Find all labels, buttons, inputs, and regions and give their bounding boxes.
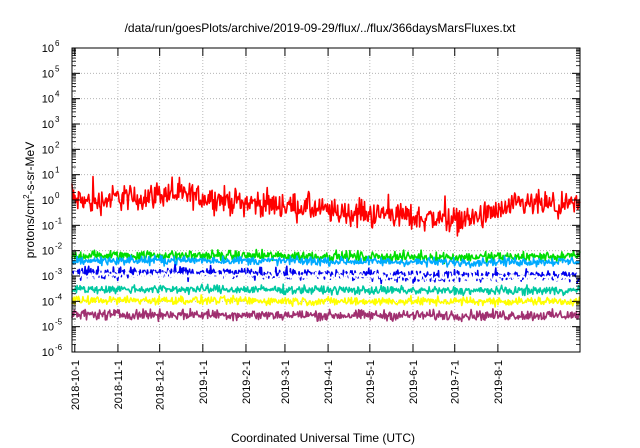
y-tick-exponent: 1 bbox=[55, 166, 60, 175]
y-tick-label: 10 bbox=[42, 195, 54, 207]
x-tick-label: 2019-8-1 bbox=[493, 360, 505, 404]
y-tick-label: 10 bbox=[42, 322, 54, 334]
y-tick-exponent: 0 bbox=[55, 191, 60, 200]
x-tick-label: 2019-4-1 bbox=[323, 360, 335, 404]
y-tick-label: 10 bbox=[42, 296, 54, 308]
y-tick-label: 10 bbox=[42, 220, 54, 232]
series-line bbox=[71, 294, 581, 308]
y-tick-exponent: -6 bbox=[55, 343, 63, 352]
y-tick-exponent: 5 bbox=[55, 64, 60, 73]
y-tick-label: 10 bbox=[42, 144, 54, 156]
y-tick-label: 10 bbox=[42, 271, 54, 283]
series-group bbox=[71, 175, 581, 323]
y-tick-exponent: -5 bbox=[55, 318, 63, 327]
y-tick-exponent: 2 bbox=[55, 140, 60, 149]
y-tick-exponent: -4 bbox=[55, 292, 63, 301]
series-line bbox=[71, 175, 581, 237]
y-axis-label: protons/cm2-s-sr-MeV bbox=[22, 142, 37, 258]
y-tick-label: 10 bbox=[42, 119, 54, 131]
y-tick-label: 10 bbox=[42, 170, 54, 182]
y-label-part: protons/cm bbox=[23, 199, 37, 258]
x-tick-label: 2019-7-1 bbox=[450, 360, 462, 404]
x-tick-label: 2018-12-1 bbox=[155, 360, 167, 410]
y-tick-exponent: -3 bbox=[55, 267, 63, 276]
series-line bbox=[71, 283, 581, 297]
series-line bbox=[71, 254, 581, 269]
x-tick-label: 2018-11-1 bbox=[113, 360, 125, 409]
x-tick-label: 2018-10-1 bbox=[70, 360, 82, 410]
y-label-sup: 2 bbox=[22, 194, 31, 199]
x-axis-label: Coordinated Universal Time (UTC) bbox=[231, 431, 415, 445]
chart-title: /data/run/goesPlots/archive/2019-09-29/f… bbox=[125, 21, 517, 35]
y-tick-exponent: -2 bbox=[55, 242, 63, 251]
x-tick-label: 2019-3-1 bbox=[280, 360, 292, 404]
x-axis-ticks: 2018-10-1 2018-11-1 2018-12-1 2019-1-1 2019-… bbox=[70, 48, 505, 410]
y-label-part: -s-sr-MeV bbox=[23, 142, 37, 195]
y-tick-exponent: 3 bbox=[55, 115, 60, 124]
y-tick-label: 10 bbox=[42, 246, 54, 258]
x-tick-label: 2019-1-1 bbox=[198, 360, 210, 404]
x-tick-label: 2019-6-1 bbox=[408, 360, 420, 404]
series-line bbox=[71, 307, 581, 323]
x-tick-label: 2019-5-1 bbox=[365, 360, 377, 404]
y-tick-exponent: -1 bbox=[55, 216, 63, 225]
series-line bbox=[71, 270, 581, 282]
x-tick-label: 2019-2-1 bbox=[241, 360, 253, 404]
y-tick-label: 10 bbox=[42, 43, 54, 55]
y-tick-label: 10 bbox=[42, 347, 54, 359]
series-line bbox=[71, 248, 581, 265]
y-tick-label: 10 bbox=[42, 68, 54, 80]
y-axis-ticks: 10 -610 -510 -410 -310 -210 -110 010 110 210 310 41… bbox=[42, 39, 580, 359]
y-tick-exponent: 4 bbox=[55, 90, 60, 99]
y-tick-exponent: 6 bbox=[55, 39, 60, 48]
y-tick-label: 10 bbox=[42, 94, 54, 106]
